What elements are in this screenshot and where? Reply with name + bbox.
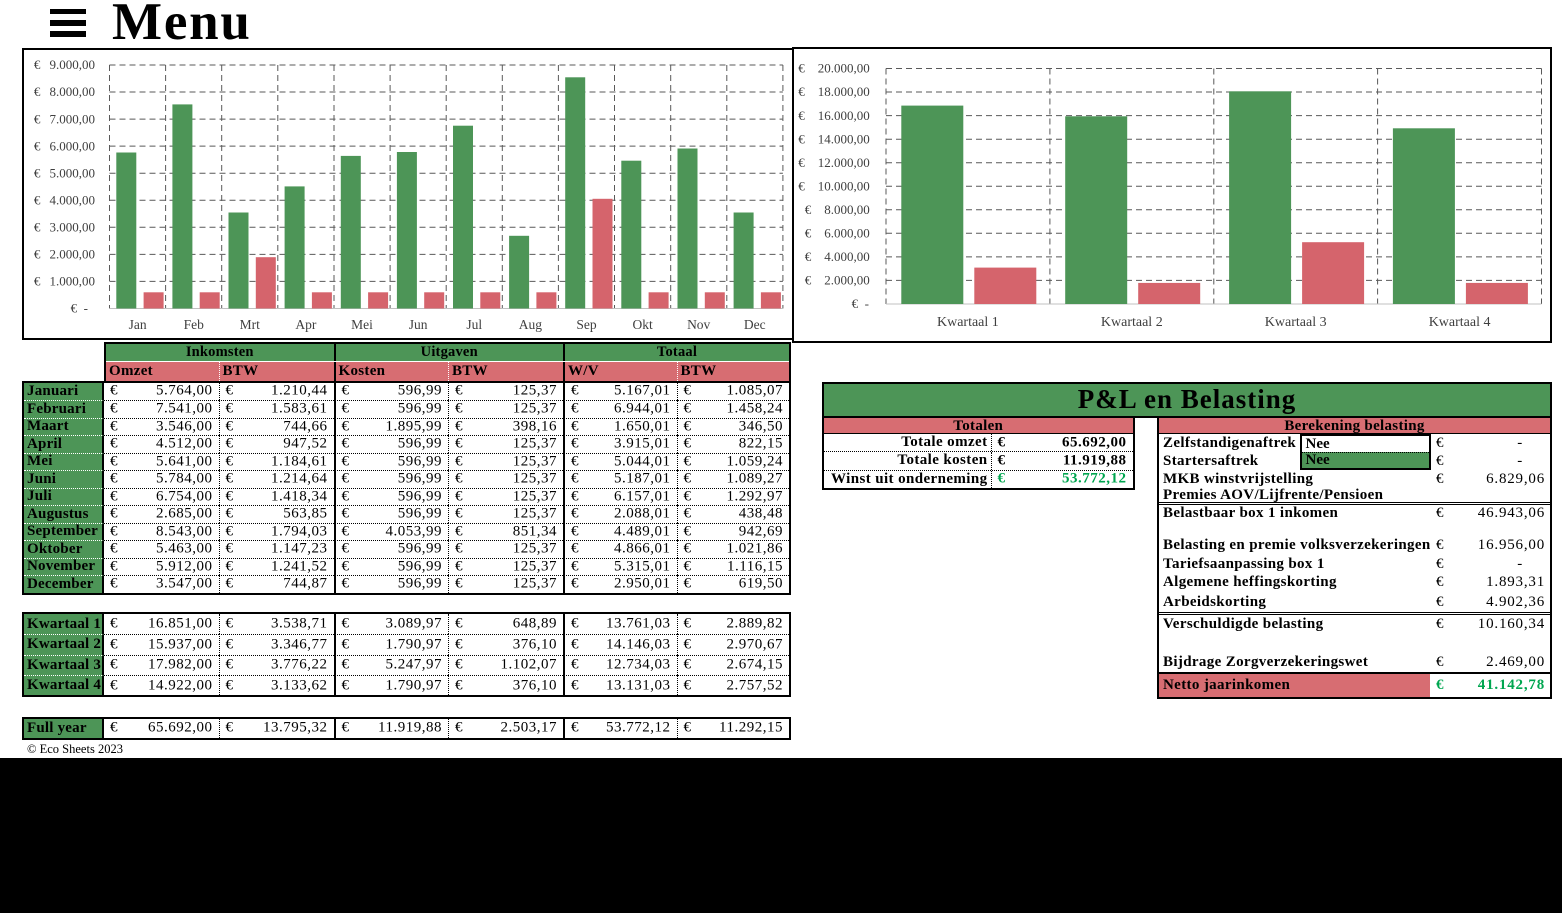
svg-text:Kwartaal 4: Kwartaal 4	[1429, 315, 1491, 330]
svg-text:€ -: € -	[71, 301, 88, 316]
svg-text:€ 2.000,00: € 2.000,00	[34, 247, 95, 262]
svg-text:Nov: Nov	[687, 317, 710, 332]
svg-text:€ 18.000,00: € 18.000,00	[798, 84, 870, 99]
svg-text:€ 7.000,00: € 7.000,00	[34, 111, 95, 126]
svg-text:€ 10.000,00: € 10.000,00	[798, 178, 870, 193]
svg-text:€ 6.000,00: € 6.000,00	[805, 226, 870, 241]
svg-text:€ 4.000,00: € 4.000,00	[34, 193, 95, 208]
svg-text:€ 8.000,00: € 8.000,00	[805, 202, 870, 217]
svg-text:Okt: Okt	[632, 317, 652, 332]
svg-text:€ 14.000,00: € 14.000,00	[798, 131, 870, 146]
svg-text:€ 2.000,00: € 2.000,00	[805, 273, 870, 288]
svg-text:€ 16.000,00: € 16.000,00	[798, 108, 870, 123]
svg-text:€ 1.000,00: € 1.000,00	[34, 274, 95, 289]
svg-text:Mrt: Mrt	[240, 317, 260, 332]
svg-text:Kwartaal 2: Kwartaal 2	[1101, 315, 1163, 330]
svg-text:€ 8.000,00: € 8.000,00	[34, 84, 95, 99]
svg-text:Feb: Feb	[184, 317, 205, 332]
svg-text:Jan: Jan	[129, 317, 147, 332]
svg-text:Kwartaal 1: Kwartaal 1	[937, 315, 999, 330]
svg-text:€ 4.000,00: € 4.000,00	[805, 249, 870, 264]
svg-text:Aug: Aug	[519, 317, 542, 332]
svg-text:€ -: € -	[852, 296, 869, 311]
svg-text:Kwartaal 3: Kwartaal 3	[1265, 315, 1327, 330]
svg-text:Sep: Sep	[576, 317, 597, 332]
svg-text:€ 6.000,00: € 6.000,00	[34, 138, 95, 153]
svg-text:Jul: Jul	[466, 317, 482, 332]
svg-text:€ 3.000,00: € 3.000,00	[34, 220, 95, 235]
svg-text:Mei: Mei	[351, 317, 373, 332]
svg-text:€ 12.000,00: € 12.000,00	[798, 155, 870, 170]
svg-text:Apr: Apr	[295, 317, 316, 332]
svg-text:€ 5.000,00: € 5.000,00	[34, 165, 95, 180]
svg-text:€ 9.000,00: € 9.000,00	[34, 57, 95, 72]
svg-text:Dec: Dec	[744, 317, 766, 332]
svg-text:Jun: Jun	[409, 317, 428, 332]
svg-text:€ 20.000,00: € 20.000,00	[798, 61, 870, 76]
